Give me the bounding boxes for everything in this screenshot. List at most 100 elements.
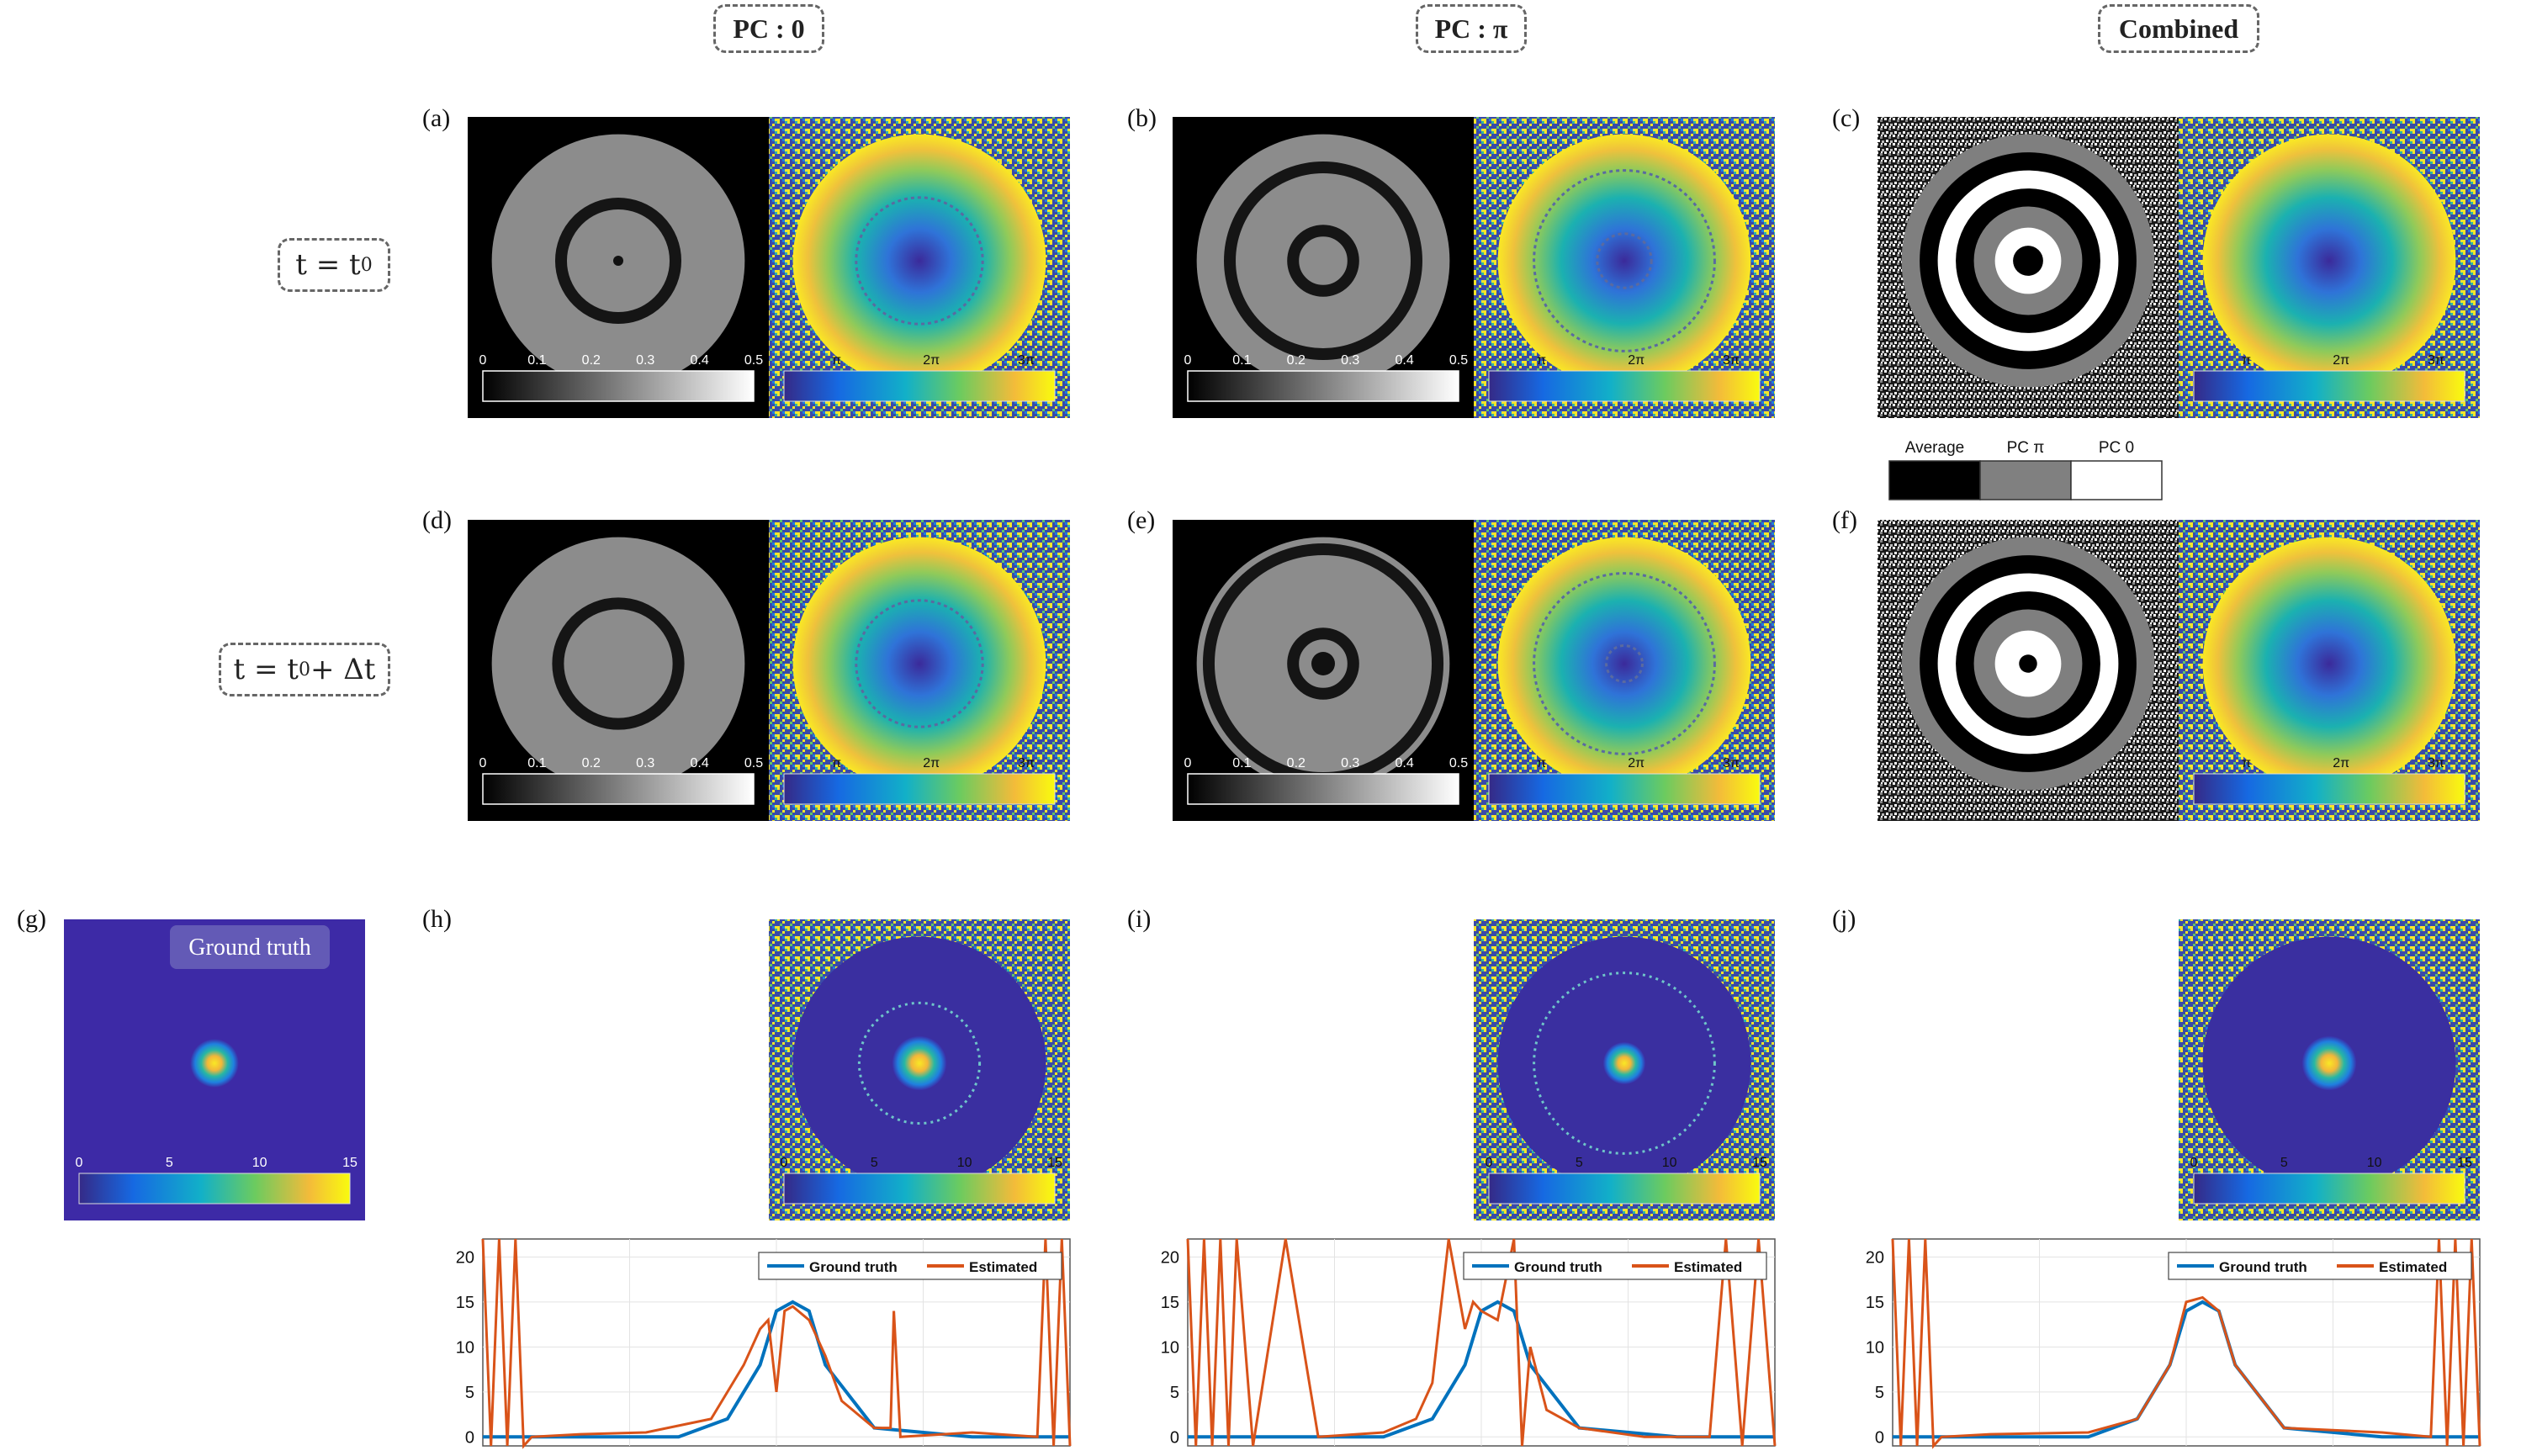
panel-j-error-tick: 15 — [2457, 1156, 2472, 1170]
panel-a-phase-tick: 2π — [923, 353, 940, 368]
panel-e-center-dot — [1311, 652, 1335, 675]
panel-d-gray-colorbar — [482, 773, 755, 805]
chart-h-ytick: 5 — [465, 1384, 474, 1402]
panel-j-error-tick: 0 — [2190, 1156, 2198, 1170]
panel-e-dark-ring — [1287, 627, 1359, 700]
panel-a-parula-colorbar — [783, 370, 1056, 402]
panel-d-gray-tick: 0.3 — [636, 756, 654, 770]
chart-h-ytick: 15 — [456, 1294, 474, 1312]
panel-a-gray-tick: 0.4 — [690, 353, 708, 368]
panel-c-phase-tick: 3π — [2428, 353, 2444, 368]
panel-label-j: (j) — [1832, 905, 1856, 933]
panel-g-error-tick: 5 — [166, 1156, 173, 1170]
panel-d-phase-tick: 2π — [923, 756, 940, 770]
mask-legend-swatch — [1979, 460, 2072, 500]
chart-j-legend-label: Estimated — [2379, 1259, 2447, 1275]
panel-e-gray-tick: 0.2 — [1287, 756, 1306, 770]
panel-label-i: (i) — [1127, 905, 1152, 933]
panel-a-gray-tick: 0.2 — [582, 353, 601, 368]
panel-label-d: (d) — [422, 506, 452, 534]
panel-f-parula-colorbar — [2193, 773, 2465, 805]
panel-e-gray-colorbar — [1187, 773, 1459, 805]
panel-a-phase-tick: 3π — [1018, 353, 1035, 368]
panel-d-intensity-disk — [491, 537, 745, 791]
chart-j-ytick: 20 — [1866, 1248, 1884, 1267]
panel-i-error-colorbar — [1488, 1173, 1761, 1205]
panel-b-dark-ring — [1287, 225, 1359, 297]
chart-i-ytick: 10 — [1161, 1338, 1179, 1357]
panel-a-center-dot — [613, 256, 623, 266]
panel-b-gray-tick: 0.4 — [1395, 353, 1413, 368]
panel-i-error-tick: 5 — [1576, 1156, 1583, 1170]
chart-j-legend-box — [2168, 1252, 2472, 1280]
panel-e-gray-tick: 0.3 — [1341, 756, 1359, 770]
panel-g-error-tick: 15 — [342, 1156, 357, 1170]
column-header-pcpi: PC : π — [1416, 4, 1527, 53]
chart-h-ytick: 10 — [456, 1338, 474, 1357]
panel-h-error-colorbar — [783, 1173, 1056, 1205]
panel-label-b: (b) — [1127, 104, 1157, 132]
panel-b-gray-tick: 0.3 — [1341, 353, 1359, 368]
panel-label-a: (a) — [422, 104, 451, 132]
panel-h-error-ring — [857, 1001, 982, 1125]
panel-h-error-blob — [892, 1035, 947, 1091]
panel-a-phase-ring — [855, 196, 984, 326]
panel-d-gray-tick: 0.5 — [744, 756, 763, 770]
panel-a-dark-ring — [554, 197, 682, 325]
panel-d-phase-tick: 3π — [1018, 756, 1035, 770]
mask-legend-swatch — [2070, 460, 2163, 500]
panel-i-error-ring — [1533, 972, 1716, 1155]
chart-h-legend-box — [758, 1252, 1062, 1280]
panel-d-dark-ring — [552, 597, 685, 730]
panel-f-mask-ring — [2019, 654, 2037, 673]
mask-legend-swatch — [1888, 460, 1981, 500]
chart-h-series-truth — [483, 1300, 1070, 1439]
panel-a-gray-tick: 0.3 — [636, 353, 654, 368]
mask-legend-label: Average — [1905, 439, 1964, 457]
panel-label-e: (e) — [1127, 506, 1156, 534]
panel-f-phase-tick: 3π — [2428, 756, 2444, 770]
chart-h-legend-label: Ground truth — [809, 1259, 898, 1275]
panel-g-error-blob — [190, 1039, 239, 1088]
panel-e-phase-tick: 3π — [1723, 756, 1740, 770]
panel-d-parula-colorbar — [783, 773, 1056, 805]
panel-b-dark-ring — [1224, 161, 1422, 360]
panel-g-error-tick: 0 — [76, 1156, 83, 1170]
chart-i-ytick: 0 — [1170, 1428, 1179, 1447]
panel-b-gray-tick: 0.2 — [1287, 353, 1306, 368]
chart-j-ytick: 15 — [1866, 1294, 1884, 1312]
panel-b-phase-ring — [1596, 232, 1653, 289]
panel-f-phase-tick: 2π — [2333, 756, 2349, 770]
chart-j-ytick: 0 — [1875, 1428, 1884, 1447]
column-header-text: PC : 0 — [733, 13, 805, 44]
panel-d-phase-ring — [855, 599, 984, 728]
chart-j-ytick: 5 — [1875, 1384, 1884, 1402]
chart-h-legend-label: Estimated — [969, 1259, 1037, 1275]
panel-b-gray-tick: 0.5 — [1449, 353, 1468, 368]
panel-e-gray-tick: 0.1 — [1232, 756, 1251, 770]
panel-d-gray-tick: 0.4 — [690, 756, 708, 770]
panel-c-phase-tick: π — [2242, 353, 2251, 368]
panel-b-gray-tick: 0 — [1184, 353, 1192, 368]
column-header-text: PC : π — [1434, 13, 1508, 44]
panel-label-c: (c) — [1832, 104, 1861, 132]
chart-i-ytick: 5 — [1170, 1384, 1179, 1402]
panel-a-phase-disk — [792, 134, 1046, 388]
panel-b-phase-disk — [1497, 134, 1751, 388]
panel-h-error-tick: 5 — [871, 1156, 878, 1170]
panel-a-gray-tick: 0.1 — [527, 353, 546, 368]
panel-e-phase-ring — [1533, 572, 1716, 755]
panel-e-phase-tick: 2π — [1628, 756, 1644, 770]
row-label-tail: + Δt — [310, 653, 376, 686]
panel-h-error-tick: 10 — [957, 1156, 972, 1170]
column-header-combined: Combined — [2098, 4, 2259, 53]
panel-i-error-blob — [1602, 1041, 1646, 1085]
chart-h-series-estimated — [481, 1238, 1072, 1449]
panel-e-gray-tick: 0.5 — [1449, 756, 1468, 770]
panel-f-phase-disk — [2202, 537, 2456, 791]
column-header-pc0: PC : 0 — [713, 4, 824, 53]
chart-i-ytick: 15 — [1161, 1294, 1179, 1312]
